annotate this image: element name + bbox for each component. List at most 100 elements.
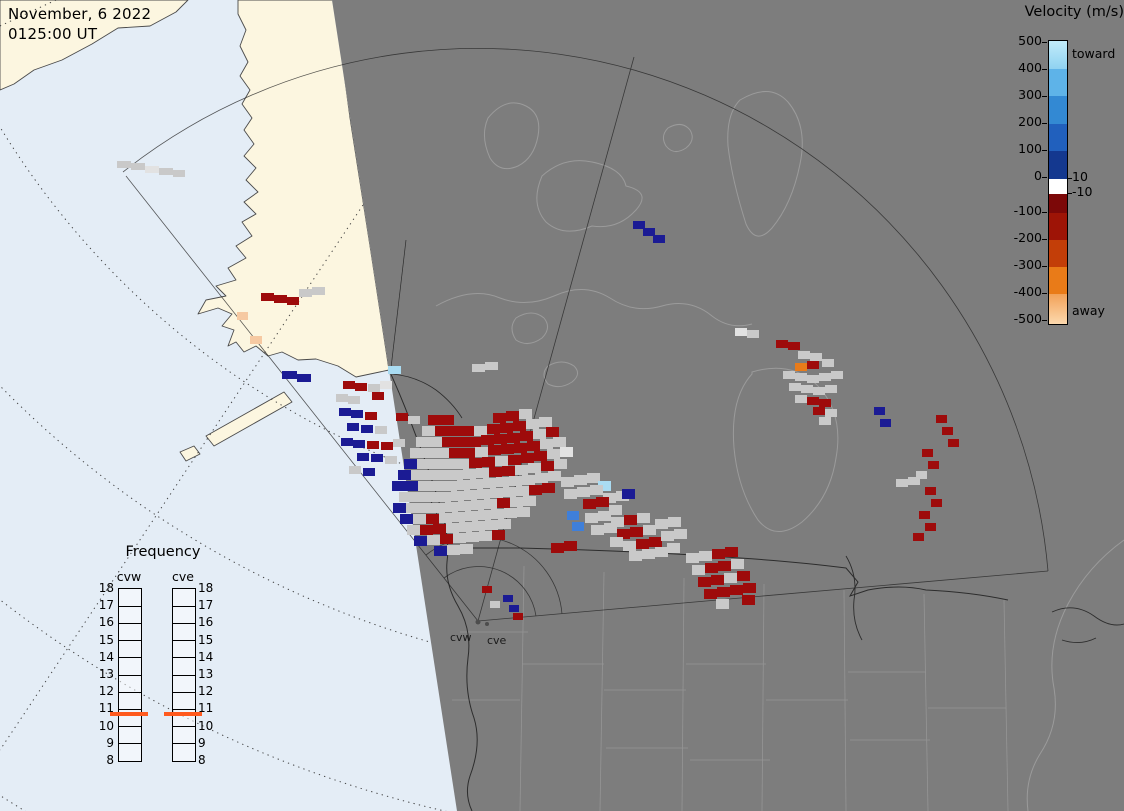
velocity-cell (521, 453, 534, 463)
radar-sites (475, 619, 489, 626)
freq-scale-label: 12 (98, 684, 114, 699)
velocity-cell (381, 442, 393, 450)
freq-ladder-rung (119, 726, 141, 728)
velocity-cell (117, 161, 131, 168)
velocity-cell (282, 371, 297, 379)
velocity-cell (481, 435, 494, 445)
velocity-cell (942, 427, 953, 435)
velocity-cell (567, 511, 579, 520)
velocity-cell (500, 423, 513, 433)
freq-marker-cvw (110, 712, 148, 717)
velocity-cell (822, 359, 834, 367)
colorbar-tick-label: -10 (1072, 184, 1093, 199)
colorbar-tick-label: 300 (1018, 87, 1042, 102)
velocity-cell (737, 571, 750, 581)
colorbar-segment (1049, 240, 1067, 267)
velocity-cell (572, 522, 584, 531)
graticule-meridian (0, 204, 364, 751)
velocity-cell (548, 471, 561, 481)
velocity-cell (460, 544, 473, 554)
freq-ladder-rung (173, 657, 195, 659)
velocity-cell (705, 563, 718, 573)
velocity-cell (408, 416, 420, 424)
velocity-cell (716, 599, 729, 609)
freq-ladder-rung (173, 708, 195, 710)
gulf-of-alaska-coast (391, 373, 463, 419)
velocity-cell (795, 373, 807, 381)
freq-scale-label: 14 (198, 649, 214, 664)
velocity-cell (367, 441, 379, 449)
velocity-cell (417, 459, 430, 469)
freq-ladder-rung (119, 674, 141, 676)
velocity-cell (561, 477, 574, 487)
velocity-cell (488, 445, 501, 455)
velocity-cell (542, 483, 555, 493)
colorbar-tick-mark (1067, 193, 1072, 194)
velocity-cell (810, 353, 822, 361)
velocity-cell (419, 503, 432, 513)
velocity-cell (925, 487, 936, 495)
velocity-cell (398, 470, 411, 480)
velocity-cell (510, 497, 523, 507)
land-day (0, 0, 390, 462)
freq-scale-label: 10 (198, 718, 214, 733)
colorbar-tick-mark (1042, 42, 1047, 43)
velocity-cell (424, 470, 437, 480)
velocity-cell (611, 517, 624, 527)
velocity-cell (699, 551, 712, 561)
fan-near-arc (443, 566, 537, 617)
freq-ladder-rung (119, 605, 141, 607)
colorbar-tick-label: 200 (1018, 114, 1042, 129)
velocity-cell (463, 469, 476, 479)
velocity-cell (418, 481, 431, 491)
velocity-cell (297, 374, 311, 382)
velocity-cell (237, 312, 248, 320)
velocity-cell (516, 486, 529, 496)
frequency-panel: Frequency cvw cve 18 18 17 17 16 16 15 15 14 14 13… (88, 544, 238, 784)
velocity-cell (459, 522, 472, 532)
radar-site-dot (485, 622, 489, 626)
velocity-cell (931, 499, 942, 507)
freq-ladder-rung (119, 622, 141, 624)
velocity-cell (718, 561, 731, 571)
velocity-cell (908, 477, 920, 485)
velocity-cell (274, 295, 287, 303)
velocity-cell (404, 459, 417, 469)
freq-scale-label: 9 (106, 735, 114, 750)
velocity-cell (348, 396, 360, 404)
velocity-cell (456, 459, 469, 469)
baffin-island-outline (727, 91, 803, 237)
velocity-cell (622, 489, 635, 499)
freq-scale-label: 8 (106, 753, 114, 767)
freq-scale-label: 15 (198, 632, 214, 647)
velocity-cell (434, 546, 447, 556)
velocity-cell (922, 449, 933, 457)
velocity-cell (451, 491, 464, 501)
velocity-cell (503, 595, 513, 602)
velocity-cell (449, 448, 462, 458)
velocity-cell (472, 364, 485, 372)
velocity-cell (783, 371, 795, 379)
velocity-legend: Velocity (m/s) toward away 500 400 300 200 1… (1008, 4, 1124, 352)
velocity-cell (513, 613, 523, 620)
velocity-cell (497, 498, 510, 508)
velocity-cell (598, 511, 611, 521)
colorbar-segment (1049, 69, 1067, 96)
velocity-cell (610, 537, 623, 547)
velocity-cell (598, 481, 611, 491)
freq-scale-label: 8 (198, 753, 206, 767)
velocity-cell (725, 547, 738, 557)
night-region (332, 0, 1124, 811)
velocity-cell (698, 577, 711, 587)
velocity-cell (347, 423, 359, 431)
colorbar-tick-mark (1042, 239, 1047, 240)
colorbar-segment (1049, 41, 1067, 69)
velocity-cell (506, 411, 519, 421)
freq-scale-label: 17 (198, 598, 214, 613)
velocity-cell (564, 541, 577, 551)
velocity-cell (482, 586, 492, 593)
velocity-cell (807, 361, 819, 369)
great-bear-lake (511, 312, 548, 344)
velocity-cell (527, 441, 540, 451)
